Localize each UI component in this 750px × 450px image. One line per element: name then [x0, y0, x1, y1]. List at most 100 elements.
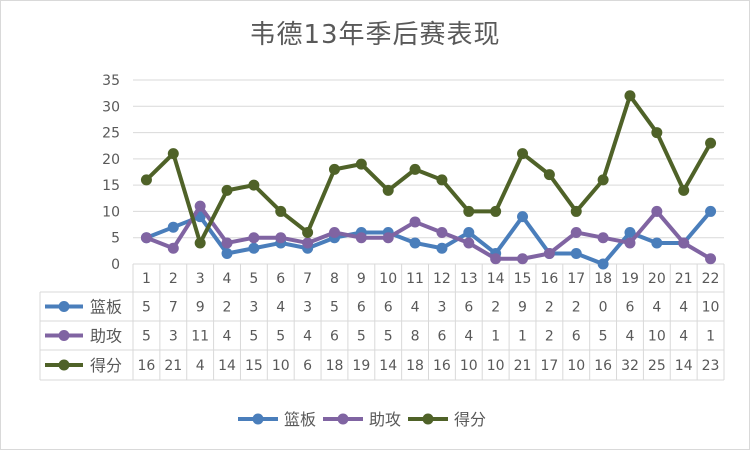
table-cell-value: 10 — [460, 358, 478, 374]
table-cell-value: 11 — [191, 329, 209, 345]
table-cell-value: 3 — [249, 300, 258, 316]
data-point — [705, 137, 717, 149]
data-point — [436, 242, 448, 254]
data-point — [517, 148, 529, 160]
table-series-name: 篮板 — [90, 298, 122, 317]
plot-area — [140, 90, 717, 270]
data-point — [382, 232, 394, 244]
table-cell-value: 2 — [572, 300, 581, 316]
x-tick-label: 17 — [567, 271, 585, 287]
table-cell-value: 3 — [169, 329, 178, 345]
x-tick-label: 4 — [223, 271, 232, 287]
table-cell-value: 2 — [491, 300, 500, 316]
x-tick-label: 6 — [276, 271, 285, 287]
legend-key-marker — [422, 413, 434, 425]
y-axis: 0 5 10 15 20 25 30 35 — [102, 73, 120, 273]
table-cell-value: 10 — [567, 358, 585, 374]
data-point — [409, 216, 421, 228]
data-point — [490, 253, 502, 265]
table-cell-value: 16 — [138, 358, 156, 374]
data-point — [651, 205, 663, 217]
data-point — [194, 237, 206, 249]
data-point — [194, 200, 206, 212]
data-point — [517, 253, 529, 265]
x-tick-label: 16 — [540, 271, 558, 287]
table-cell-value: 0 — [599, 300, 608, 316]
series-line — [145, 93, 713, 245]
data-point — [275, 205, 287, 217]
table-cell-value: 6 — [626, 300, 635, 316]
data-point — [678, 237, 690, 249]
series-line — [145, 204, 712, 261]
table-cell-value: 19 — [352, 358, 370, 374]
legend: 篮板 助攻 得分 — [238, 410, 486, 429]
table-legend-key-marker — [58, 359, 70, 371]
table-cell-value: 4 — [679, 329, 688, 345]
legend-label: 得分 — [454, 410, 486, 429]
y-tick-label: 20 — [102, 152, 120, 168]
table-legend-key-marker — [58, 301, 70, 312]
x-tick-label: 22 — [702, 271, 720, 287]
data-point — [651, 237, 663, 249]
table-cell-value: 14 — [675, 358, 693, 374]
data-point — [463, 226, 475, 238]
data-point — [140, 232, 152, 244]
data-point — [651, 127, 663, 139]
table-cell-value: 14 — [218, 358, 236, 374]
y-tick-label: 5 — [111, 231, 120, 247]
data-point — [624, 237, 636, 249]
table-cell-value: 2 — [223, 300, 232, 316]
x-tick-label: 8 — [330, 271, 339, 287]
table-cell-value: 15 — [245, 358, 263, 374]
table-cell-value: 9 — [196, 300, 205, 316]
x-tick-label: 15 — [514, 271, 532, 287]
data-point — [543, 169, 555, 181]
data-point — [167, 221, 179, 233]
data-point — [275, 232, 287, 244]
table-cell-value: 10 — [702, 300, 720, 316]
data-point — [597, 232, 609, 244]
table-cell-value: 4 — [196, 358, 205, 374]
x-tick-label: 19 — [621, 271, 639, 287]
table-cell-value: 5 — [384, 329, 393, 345]
data-point — [167, 242, 179, 254]
chart-title: 韦德13年季后赛表现 — [249, 20, 501, 50]
table-cell-value: 5 — [276, 329, 285, 345]
legend-key-marker — [252, 413, 264, 425]
table-cell-value: 5 — [142, 300, 151, 316]
data-point — [382, 184, 394, 196]
data-point — [302, 226, 314, 238]
table-cell-value: 10 — [487, 358, 505, 374]
data-point — [355, 232, 367, 244]
y-tick-label: 10 — [102, 204, 120, 220]
table-legend-key-marker — [58, 330, 70, 341]
table-cell-value: 9 — [518, 300, 527, 316]
data-point — [302, 237, 314, 249]
table-cell-value: 18 — [406, 358, 424, 374]
table-cell-value: 10 — [648, 329, 666, 345]
table-cell-value: 3 — [303, 300, 312, 316]
x-tick-label: 10 — [379, 271, 397, 287]
table-cell-value: 1 — [706, 329, 715, 345]
table-cell-value: 6 — [464, 300, 473, 316]
data-point — [221, 184, 233, 196]
table-cell-value: 6 — [357, 300, 366, 316]
x-tick-label: 11 — [406, 271, 424, 287]
table-cell-value: 5 — [249, 329, 258, 345]
gridlines — [133, 79, 724, 265]
y-tick-label: 25 — [102, 126, 120, 142]
x-tick-label: 2 — [169, 271, 178, 287]
y-tick-label: 35 — [102, 73, 120, 89]
data-point — [436, 174, 448, 186]
table-cell-value: 6 — [437, 329, 446, 345]
data-point — [140, 174, 152, 186]
x-tick-label: 20 — [648, 271, 666, 287]
x-tick-label: 7 — [303, 271, 312, 287]
data-point — [705, 205, 717, 217]
table-cell-value: 4 — [223, 329, 232, 345]
table-cell-value: 25 — [648, 358, 666, 374]
table-cell-value: 21 — [514, 358, 532, 374]
data-point — [248, 232, 260, 244]
data-point — [570, 247, 582, 259]
